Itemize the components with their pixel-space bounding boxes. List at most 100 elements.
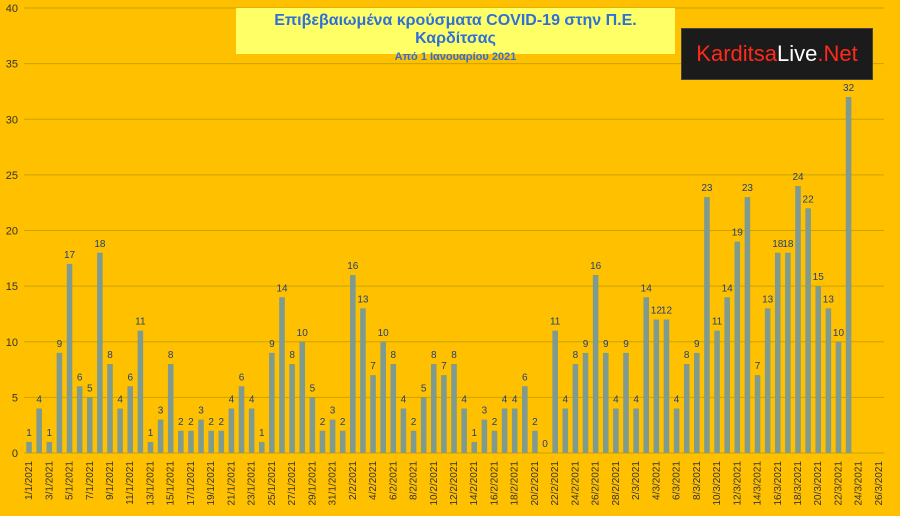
chart-title: Επιβεβαιωμένα κρούσματα COVID-19 στην Π.… bbox=[274, 12, 637, 47]
data-label: 3 bbox=[158, 406, 164, 417]
bar bbox=[370, 375, 376, 453]
data-label: 9 bbox=[269, 339, 275, 350]
data-label: 8 bbox=[107, 350, 113, 361]
data-label: 32 bbox=[843, 83, 855, 94]
data-label: 2 bbox=[411, 417, 417, 428]
x-tick-label: 2/3/2021 bbox=[631, 461, 642, 500]
data-label: 9 bbox=[57, 339, 63, 350]
bar bbox=[815, 286, 822, 453]
bar bbox=[76, 386, 83, 453]
y-tick-label: 30 bbox=[6, 114, 18, 126]
x-tick-label: 14/3/2021 bbox=[753, 461, 764, 506]
data-label: 6 bbox=[522, 372, 528, 383]
data-label: 5 bbox=[310, 383, 316, 394]
data-label: 4 bbox=[633, 395, 639, 406]
title-box: Επιβεβαιωμένα κρούσματα COVID-19 στην Π.… bbox=[236, 8, 675, 63]
bar bbox=[683, 364, 690, 453]
bar bbox=[339, 430, 346, 453]
bar bbox=[481, 419, 488, 453]
bar bbox=[825, 308, 832, 453]
bar bbox=[845, 97, 852, 453]
bar bbox=[754, 375, 761, 453]
data-label: 14 bbox=[276, 283, 288, 294]
bar bbox=[400, 408, 407, 453]
y-tick-label: 15 bbox=[6, 281, 18, 293]
data-label: 6 bbox=[127, 372, 133, 383]
bar bbox=[420, 397, 427, 453]
data-label: 18 bbox=[94, 239, 106, 250]
y-tick-label: 0 bbox=[12, 448, 18, 460]
data-label: 14 bbox=[722, 283, 734, 294]
x-tick-label: 12/2/2021 bbox=[449, 461, 460, 506]
data-label: 4 bbox=[563, 395, 569, 406]
x-tick-label: 7/1/2021 bbox=[85, 461, 96, 500]
bar bbox=[602, 352, 609, 453]
data-label: 15 bbox=[813, 272, 825, 283]
bar bbox=[501, 408, 508, 453]
bar bbox=[319, 430, 326, 453]
bar bbox=[552, 330, 558, 453]
data-label: 16 bbox=[347, 261, 359, 272]
bar bbox=[208, 430, 214, 453]
x-tick-label: 26/2/2021 bbox=[591, 461, 602, 506]
data-label: 4 bbox=[613, 395, 619, 406]
data-label: 13 bbox=[357, 294, 369, 305]
bar bbox=[279, 297, 285, 453]
x-tick-label: 10/3/2021 bbox=[712, 461, 723, 506]
data-label: 23 bbox=[742, 183, 754, 194]
data-label: 5 bbox=[421, 383, 427, 394]
data-label: 7 bbox=[370, 361, 376, 372]
data-label: 4 bbox=[512, 395, 518, 406]
bar bbox=[309, 397, 316, 453]
bar bbox=[178, 430, 184, 453]
bar bbox=[633, 408, 639, 453]
bar bbox=[774, 252, 781, 453]
data-label: 2 bbox=[208, 417, 214, 428]
logo-text-net: .Net bbox=[817, 41, 858, 66]
bar bbox=[724, 297, 730, 453]
x-tick-label: 11/1/2021 bbox=[125, 461, 136, 505]
data-label: 16 bbox=[590, 261, 602, 272]
x-tick-label: 25/1/2021 bbox=[267, 461, 278, 506]
x-tick-label: 19/1/2021 bbox=[206, 461, 217, 506]
bar bbox=[785, 252, 791, 453]
bar bbox=[441, 375, 447, 453]
bar bbox=[86, 397, 93, 453]
x-tick-label: 18/2/2021 bbox=[510, 461, 521, 506]
x-tick-label: 5/1/2021 bbox=[65, 461, 76, 500]
data-label: 10 bbox=[297, 328, 309, 339]
bar bbox=[26, 441, 32, 453]
data-label: 9 bbox=[623, 339, 629, 350]
bar bbox=[643, 297, 650, 453]
data-label: 19 bbox=[732, 228, 744, 239]
data-label: 8 bbox=[431, 350, 437, 361]
data-label: 24 bbox=[792, 172, 804, 183]
logo-text-karditsa: Karditsa bbox=[696, 41, 777, 66]
data-label: 8 bbox=[684, 350, 690, 361]
bar bbox=[360, 308, 366, 453]
x-tick-label: 21/1/2021 bbox=[226, 461, 237, 506]
x-tick-label: 16/2/2021 bbox=[489, 461, 500, 506]
bar bbox=[592, 275, 599, 453]
y-tick-label: 20 bbox=[6, 226, 18, 238]
data-label: 8 bbox=[573, 350, 579, 361]
data-label: 1 bbox=[259, 428, 265, 439]
data-label: 4 bbox=[36, 395, 42, 406]
data-label: 11 bbox=[550, 317, 561, 328]
data-label: 2 bbox=[320, 417, 326, 428]
x-tick-label: 27/1/2021 bbox=[287, 461, 298, 506]
bar bbox=[511, 408, 518, 453]
data-label: 12 bbox=[651, 306, 663, 317]
data-label: 1 bbox=[26, 428, 32, 439]
data-label: 4 bbox=[461, 395, 467, 406]
data-label: 0 bbox=[542, 439, 548, 450]
bar bbox=[704, 197, 710, 453]
data-label: 3 bbox=[482, 406, 488, 417]
bar bbox=[795, 186, 801, 453]
bar bbox=[430, 364, 437, 453]
bar bbox=[36, 408, 42, 453]
x-tick-label: 15/1/2021 bbox=[166, 461, 177, 506]
bar bbox=[461, 408, 467, 453]
bar bbox=[147, 441, 154, 453]
